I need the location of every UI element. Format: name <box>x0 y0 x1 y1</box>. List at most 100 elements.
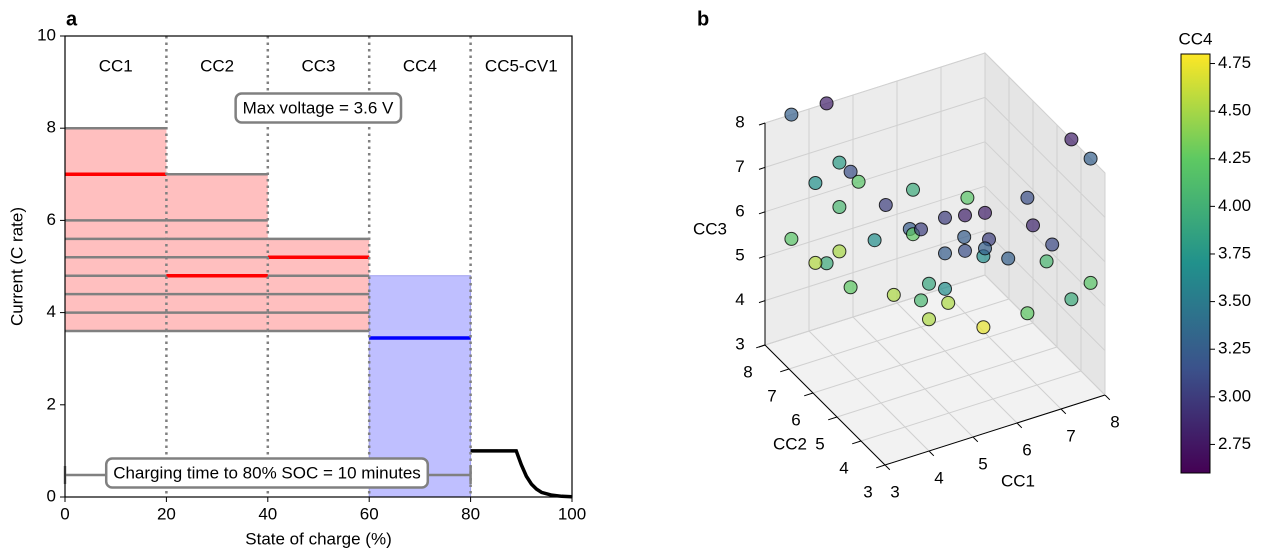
scatter-point <box>960 190 975 205</box>
x-tick-label: 80 <box>461 504 480 523</box>
y-tick-label: 0 <box>47 486 56 505</box>
x-tick-label: 5 <box>978 454 987 473</box>
scatter-point <box>958 208 972 223</box>
scatter-point <box>938 210 952 225</box>
z-tick <box>758 255 766 259</box>
z-tick-label: 6 <box>735 201 744 220</box>
grid-line <box>984 274 1106 396</box>
scatter-point <box>851 174 866 189</box>
colorbar-tick-label: 4.50 <box>1218 101 1251 120</box>
x-tick-label: 60 <box>360 504 379 523</box>
y-tick-label: 6 <box>791 410 800 429</box>
scatter-point <box>976 320 991 335</box>
grid-line <box>940 288 1062 410</box>
scatter-point <box>867 233 882 248</box>
z-tick <box>758 300 766 304</box>
colorbar-tick-label: 4.25 <box>1218 148 1251 167</box>
annotation: Charging time to 80% SOC = 10 minutes <box>113 463 421 482</box>
region-label: CC2 <box>200 56 234 75</box>
x-tick <box>1104 394 1111 401</box>
region-label: CC1 <box>99 56 133 75</box>
scatter-point <box>843 280 858 295</box>
grid-line <box>852 316 974 438</box>
y-tick-label: 7 <box>767 386 776 405</box>
colorbar-tick-label: 4.00 <box>1218 196 1251 215</box>
grid-line <box>984 52 1106 174</box>
z-tick <box>758 122 766 126</box>
y-tick-label: 4 <box>47 302 56 321</box>
x-tick-label: 8 <box>1110 412 1119 431</box>
colorbar-label: CC4 <box>1178 29 1212 48</box>
scatter-point <box>1083 151 1098 166</box>
y-tick <box>852 440 862 445</box>
scatter-point <box>1045 237 1060 252</box>
colorbar-tick-label: 2.75 <box>1218 434 1251 453</box>
candidate-fill <box>267 238 370 332</box>
scatter-point <box>1020 190 1035 205</box>
y-axis-line <box>764 344 886 466</box>
plot-frame <box>64 35 573 498</box>
scatter-point <box>843 164 858 179</box>
scatter-point <box>1039 254 1054 269</box>
scatter-point <box>958 243 972 258</box>
x-axis-line <box>884 394 1106 466</box>
scatter-point <box>1020 306 1035 321</box>
grid-line <box>764 52 986 124</box>
scatter-point <box>957 230 972 244</box>
y-axis-label: CC2 <box>773 434 807 453</box>
z-tick <box>758 211 766 215</box>
region-label: CC5-CV1 <box>485 56 558 75</box>
x-tick-label: 6 <box>1022 440 1031 459</box>
scatter-point <box>978 241 992 256</box>
scatter-point <box>808 176 823 190</box>
scatter-point <box>914 293 928 308</box>
z-tick-label: 7 <box>735 157 744 176</box>
scatter-point <box>1026 218 1040 233</box>
y-tick <box>780 368 790 373</box>
y-tick-label: 8 <box>743 362 752 381</box>
y-tick <box>828 416 838 421</box>
scatter-point <box>832 155 847 170</box>
y-tick-label: 6 <box>47 210 56 229</box>
x-tick-label: 3 <box>890 482 899 501</box>
x-tick-label: 4 <box>934 468 943 487</box>
annotation-box <box>104 457 430 489</box>
z-tick <box>758 344 766 348</box>
grid-line <box>812 322 1034 394</box>
colorbar-tick-label: 3.75 <box>1218 243 1251 262</box>
annotation-box <box>234 92 403 124</box>
x-axis-label: State of charge (%) <box>245 529 391 548</box>
colorbar <box>1180 53 1211 474</box>
colorbar-tick-label: 3.00 <box>1218 386 1251 405</box>
scatter-point <box>938 246 952 261</box>
y-tick <box>876 464 886 469</box>
panel-label: a <box>66 8 78 30</box>
grid-line <box>764 96 986 168</box>
y-tick-label: 8 <box>47 118 56 137</box>
grid-line <box>764 185 986 257</box>
grid-line <box>984 97 1106 218</box>
x-axis-label: CC1 <box>1001 471 1035 490</box>
grid-line <box>764 230 986 302</box>
grid-line <box>860 370 1082 442</box>
x-tick <box>972 436 979 443</box>
scatter-point <box>1064 292 1079 307</box>
x-tick <box>928 450 935 457</box>
candidate-fill <box>65 128 167 332</box>
scatter-point <box>1064 132 1079 147</box>
panel-label: b <box>697 8 709 30</box>
scatter-point <box>938 281 952 296</box>
x-tick-label: 40 <box>258 504 277 523</box>
y-axis-label: Current (C rate) <box>7 207 26 326</box>
scatter-point <box>878 198 893 212</box>
candidate-fill <box>166 174 268 332</box>
grid-line <box>896 302 1018 424</box>
x-tick-label: 20 <box>157 504 176 523</box>
y-tick-label: 10 <box>37 25 56 44</box>
scatter-point <box>941 295 956 310</box>
annotation: Max voltage = 3.6 V <box>243 98 394 117</box>
scatter-point <box>978 205 992 220</box>
x-tick <box>1016 422 1023 429</box>
z-axis-label: CC3 <box>693 219 727 238</box>
